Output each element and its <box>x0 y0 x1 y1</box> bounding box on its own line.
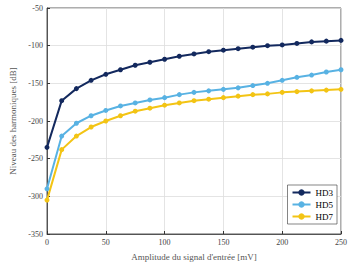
svg-text:200: 200 <box>276 238 288 247</box>
svg-text:HD5: HD5 <box>316 200 334 210</box>
svg-text:Amplitude du signal d'entrée [: Amplitude du signal d'entrée [mV] <box>131 252 257 262</box>
svg-text:-250: -250 <box>28 154 43 163</box>
svg-text:-350: -350 <box>28 230 43 239</box>
svg-text:-100: -100 <box>28 41 43 50</box>
svg-text:-200: -200 <box>28 117 43 126</box>
svg-text:-50: -50 <box>32 4 43 13</box>
svg-text:100: 100 <box>159 238 171 247</box>
svg-text:0: 0 <box>45 238 49 247</box>
svg-text:-300: -300 <box>28 192 43 201</box>
svg-text:HD7: HD7 <box>316 212 334 222</box>
svg-text:-150: -150 <box>28 79 43 88</box>
svg-text:150: 150 <box>217 238 229 247</box>
svg-text:250: 250 <box>335 238 347 247</box>
svg-text:50: 50 <box>102 238 110 247</box>
svg-text:HD3: HD3 <box>316 188 334 198</box>
svg-text:Niveau des harmoniques [dB]: Niveau des harmoniques [dB] <box>8 67 18 175</box>
